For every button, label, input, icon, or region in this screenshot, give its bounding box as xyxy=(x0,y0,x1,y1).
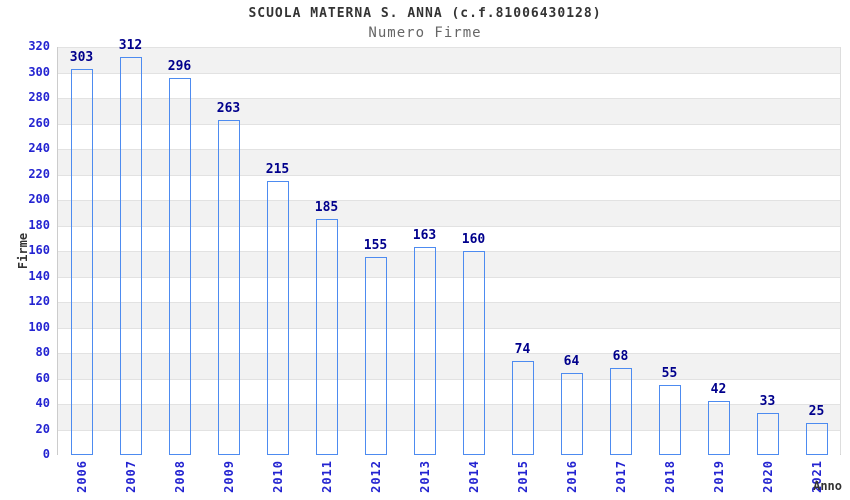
x-axis-tick-label: 2006 xyxy=(74,460,89,493)
bar-value-label: 263 xyxy=(216,100,241,116)
bar-2018 xyxy=(658,384,681,455)
grid-band xyxy=(58,72,840,98)
grid-band xyxy=(58,429,840,455)
bar-2006 xyxy=(70,68,93,455)
x-axis-tick-label: 2011 xyxy=(319,460,334,493)
bar-value-label: 312 xyxy=(118,38,143,54)
grid-band xyxy=(58,123,840,149)
x-axis-tick-label: 2009 xyxy=(221,460,236,493)
y-axis-tick-label: 140 xyxy=(28,268,50,283)
bar-2017 xyxy=(609,368,632,455)
grid-band xyxy=(58,98,840,124)
bar-value-label: 33 xyxy=(759,393,776,409)
x-axis-tick-label: 2013 xyxy=(417,460,432,493)
bar-2008 xyxy=(168,77,191,455)
bar-value-label: 68 xyxy=(612,349,629,365)
chart-title: SCUOLA MATERNA S. ANNA (c.f.81006430128) xyxy=(248,6,602,21)
bars-layer: 303 312 296 263 215 185 155 163 160 74 64 68 55 42 33 2… xyxy=(57,38,841,455)
grid-band xyxy=(58,149,840,175)
chart-subtitle: Numero Firme xyxy=(368,25,482,41)
bar-2015 xyxy=(511,360,534,455)
bar-value-label: 303 xyxy=(69,49,94,65)
y-axis-tick-label: 180 xyxy=(28,217,50,232)
bar-value-label: 74 xyxy=(514,341,531,357)
grid-band xyxy=(58,327,840,353)
y-axis-title: Firme xyxy=(16,232,30,270)
bar-2010 xyxy=(266,180,289,455)
x-axis-tick-label: 2019 xyxy=(711,460,726,493)
grid-band xyxy=(58,302,840,328)
x-axis-tick-label: 2012 xyxy=(368,460,383,493)
y-axis-tick-label: 20 xyxy=(35,421,50,436)
x-axis-tick-label: 2020 xyxy=(760,460,775,493)
x-axis-tick-label: 2017 xyxy=(613,460,628,493)
x-axis-tick-label: 2014 xyxy=(466,460,481,493)
bar-value-label: 25 xyxy=(808,404,825,420)
grid-band xyxy=(58,276,840,302)
y-axis-tick-label: 120 xyxy=(28,294,50,308)
x-axis-tick-label: 2018 xyxy=(662,460,677,493)
grid-band xyxy=(58,353,840,379)
bar-value-label: 55 xyxy=(661,365,678,381)
grid-band xyxy=(58,174,840,200)
y-axis-tick-label: 220 xyxy=(28,166,50,181)
bar-2021 xyxy=(805,423,828,455)
bar-value-label: 163 xyxy=(412,228,437,244)
y-axis-tick-label: 160 xyxy=(28,243,50,257)
grid-band xyxy=(58,404,840,430)
grid-band xyxy=(58,378,840,404)
grid-band xyxy=(58,200,840,226)
x-axis-tick-label: 2010 xyxy=(270,460,285,493)
bar-value-label: 160 xyxy=(461,232,486,247)
y-axis-tick-label: 240 xyxy=(28,141,50,155)
bar-value-label: 42 xyxy=(710,382,727,398)
x-axis-tick-label: 2008 xyxy=(172,460,187,493)
bar-value-label: 185 xyxy=(314,200,339,216)
bar-2013 xyxy=(413,247,436,455)
bar-2016 xyxy=(560,373,583,455)
bar-2007 xyxy=(119,57,142,455)
bar-2012 xyxy=(364,257,387,455)
bar-value-label: 64 xyxy=(563,354,580,370)
y-axis-tick-label: 0 xyxy=(42,447,50,461)
bar-value-label: 215 xyxy=(265,161,290,177)
y-axis-tick-label: 320 xyxy=(28,39,50,53)
y-axis-tick-label: 200 xyxy=(28,192,50,206)
x-axis-title: Anno xyxy=(813,479,842,493)
bar-2009 xyxy=(217,119,240,455)
y-axis-tick-label: 260 xyxy=(28,115,50,130)
y-axis-tick-label: 100 xyxy=(28,319,50,334)
grid-band xyxy=(58,251,840,277)
bar-2020 xyxy=(756,412,779,455)
x-axis-tick-label: 2015 xyxy=(515,460,530,493)
y-axis-tick-label: 80 xyxy=(35,345,50,359)
bar-value-label: 296 xyxy=(167,58,192,74)
bar-2019 xyxy=(707,401,730,455)
y-axis-tick-label: 280 xyxy=(28,90,50,104)
y-axis-tick-label: 300 xyxy=(28,64,50,79)
y-axis-tick-label: 60 xyxy=(35,370,50,385)
grid-band xyxy=(58,47,840,73)
y-axis-tick-label: 40 xyxy=(35,396,50,410)
bar-2014 xyxy=(462,251,485,455)
bar-2011 xyxy=(315,219,338,455)
plot-area xyxy=(57,47,841,455)
x-axis-tick-label: 2007 xyxy=(123,460,138,493)
x-axis-tick-label: 2016 xyxy=(564,460,579,493)
bar-value-label: 155 xyxy=(363,238,388,254)
grid-band xyxy=(58,225,840,251)
